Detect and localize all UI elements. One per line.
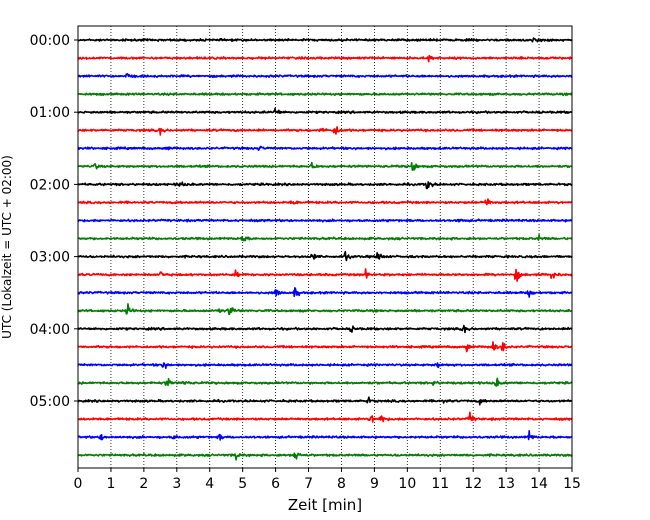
seismogram-trace-0345 [78, 304, 572, 314]
y-tick-label: 00:00 [30, 33, 70, 49]
seismogram-trace-0030 [78, 74, 572, 78]
seismogram-trace-0000 [78, 38, 572, 42]
y-tick-label: 03:00 [30, 250, 70, 266]
x-tick-label: 13 [497, 476, 515, 492]
seismogram-trace-0045 [78, 93, 572, 95]
x-tick-label: 11 [431, 476, 449, 492]
seismogram-trace-0300 [78, 252, 572, 261]
y-tick-label: 02:00 [30, 177, 70, 193]
seismogram-trace-0530 [78, 431, 572, 440]
x-tick-label: 1 [106, 476, 115, 492]
seismogram-trace-0430 [78, 363, 572, 368]
y-axis-ticks: 00:00 01:00 02:00 03:00 04:00 05:00 [30, 33, 78, 410]
seismogram-trace-0230 [78, 219, 572, 222]
y-tick-label: 04:00 [30, 322, 70, 338]
x-axis-label: Zeit [min] [288, 496, 362, 514]
x-tick-label: 15 [563, 476, 581, 492]
y-tick-label: 05:00 [30, 394, 70, 410]
seismogram-trace-0100 [78, 108, 572, 113]
seismogram-trace-0115 [78, 127, 572, 135]
seismogram-trace-0330 [78, 288, 572, 297]
seismogram-trace-0015 [78, 56, 572, 62]
seismogram-trace-0400 [78, 326, 572, 333]
seismogram-trace-0500 [78, 397, 572, 405]
x-tick-label: 7 [304, 476, 313, 492]
trace-series [78, 38, 572, 460]
seismogram-trace-0145 [78, 163, 572, 171]
x-tick-label: 3 [172, 476, 181, 492]
x-tick-label: 5 [238, 476, 247, 492]
x-tick-label: 4 [205, 476, 214, 492]
x-tick-label: 0 [74, 476, 83, 492]
x-tick-label: 8 [337, 476, 346, 492]
x-tick-label: 10 [398, 476, 416, 492]
seismogram-trace-0315 [78, 269, 572, 281]
seismogram-trace-0515 [78, 412, 572, 422]
x-tick-label: 2 [139, 476, 148, 492]
seismogram-trace-0215 [78, 199, 572, 204]
y-axis-label: UTC (Lokalzeit = UTC + 02:00) [0, 155, 14, 339]
seismogram-trace-0245 [78, 235, 572, 241]
x-tick-label: 9 [370, 476, 379, 492]
x-tick-label: 12 [464, 476, 482, 492]
x-axis-ticks: 0 1 2 3 4 5 6 7 8 9 10 11 12 13 14 15 [74, 468, 581, 492]
y-tick-label: 01:00 [30, 105, 70, 121]
seismogram-trace-0200 [78, 182, 572, 189]
x-tick-label: 6 [271, 476, 280, 492]
seismogram-trace-0415 [78, 342, 572, 352]
seismogram-trace-0130 [78, 146, 572, 150]
seismogram-trace-0445 [78, 378, 572, 386]
x-tick-label: 14 [530, 476, 548, 492]
seismogram-trace-0545 [78, 453, 572, 460]
